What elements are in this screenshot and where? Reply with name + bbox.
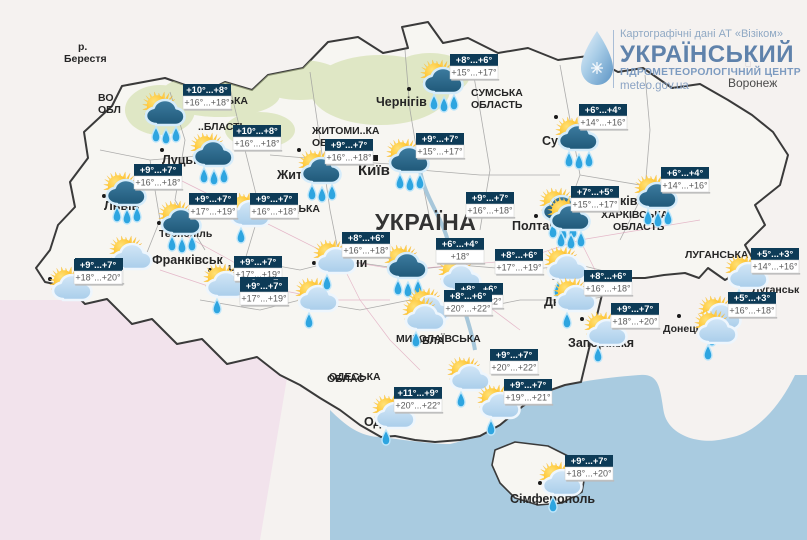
svg-text:+8°...+6°: +8°...+6° bbox=[450, 291, 487, 301]
svg-text:+5°...+3°: +5°...+3° bbox=[734, 293, 771, 303]
svg-text:+6°...+4°: +6°...+4° bbox=[667, 168, 704, 178]
svg-text:+18°...+20°: +18°...+20° bbox=[75, 273, 121, 283]
svg-text:+9°...+7°: +9°...+7° bbox=[331, 140, 368, 150]
svg-text:р.: р. bbox=[78, 41, 87, 53]
svg-text:+9°...+7°: +9°...+7° bbox=[140, 165, 177, 175]
svg-text:+15°...+17°: +15°...+17° bbox=[572, 200, 618, 210]
svg-text:УКРАЇНА: УКРАЇНА bbox=[375, 209, 476, 235]
svg-text:+16°...+18°: +16°...+18° bbox=[135, 178, 181, 188]
svg-text:+9°...+7°: +9°...+7° bbox=[510, 380, 547, 390]
svg-text:+9°...+7°: +9°...+7° bbox=[256, 194, 293, 204]
svg-text:+9°...+7°: +9°...+7° bbox=[472, 193, 509, 203]
svg-text:+16°...+18°: +16°...+18° bbox=[585, 284, 631, 294]
svg-text:+9°...+7°: +9°...+7° bbox=[80, 260, 117, 270]
svg-text:+16°...+18°: +16°...+18° bbox=[467, 206, 513, 216]
svg-text:+11°...+9°: +11°...+9° bbox=[397, 388, 438, 398]
svg-text:+16°...+18°: +16°...+18° bbox=[184, 98, 230, 108]
svg-text:+8°...+6°: +8°...+6° bbox=[501, 250, 538, 260]
svg-text:+5°...+3°: +5°...+3° bbox=[757, 249, 794, 259]
svg-text:+6°...+4°: +6°...+4° bbox=[442, 239, 479, 249]
svg-text:+16°...+18°: +16°...+18° bbox=[234, 139, 280, 149]
svg-text:+9°...+7°: +9°...+7° bbox=[195, 194, 232, 204]
svg-text:+16°...+18°: +16°...+18° bbox=[729, 306, 775, 316]
svg-text:+9°...+7°: +9°...+7° bbox=[422, 134, 459, 144]
svg-text:ВО: ВО bbox=[98, 92, 114, 104]
svg-text:ОБЛАС: ОБЛАС bbox=[327, 373, 365, 385]
svg-text:Берестя: Берестя bbox=[64, 53, 107, 65]
svg-text:+14°...+16°: +14°...+16° bbox=[662, 181, 708, 191]
svg-text:+9°...+7°: +9°...+7° bbox=[246, 281, 283, 291]
svg-text:+9°...+7°: +9°...+7° bbox=[240, 257, 277, 267]
svg-text:+16°...+18°: +16°...+18° bbox=[251, 207, 297, 217]
svg-text:ЖИТОМИ..КА: ЖИТОМИ..КА bbox=[311, 125, 380, 137]
svg-text:+14°...+16°: +14°...+16° bbox=[580, 118, 626, 128]
svg-text:+10°...+8°: +10°...+8° bbox=[186, 85, 228, 95]
svg-text:+10°...+8°: +10°...+8° bbox=[236, 126, 278, 136]
svg-text:+8°...+6°: +8°...+6° bbox=[456, 55, 493, 65]
svg-text:+20°...+22°: +20°...+22° bbox=[395, 401, 441, 411]
svg-text:+6°...+4°: +6°...+4° bbox=[585, 105, 622, 115]
svg-text:+18°...+20°: +18°...+20° bbox=[612, 317, 658, 327]
svg-text:+19°...+21°: +19°...+21° bbox=[505, 393, 551, 403]
svg-text:+16°...+18°: +16°...+18° bbox=[343, 246, 389, 256]
svg-text:+9°...+7°: +9°...+7° bbox=[496, 350, 533, 360]
svg-text:+15°...+17°: +15°...+17° bbox=[451, 68, 497, 78]
svg-text:+18°...+20°: +18°...+20° bbox=[566, 469, 612, 479]
svg-text:+17°...+19°: +17°...+19° bbox=[190, 207, 236, 217]
svg-text:+20°...+22°: +20°...+22° bbox=[445, 304, 491, 314]
svg-text:+16°...+18°: +16°...+18° bbox=[326, 153, 372, 163]
svg-text:СУМСЬКА: СУМСЬКА bbox=[471, 87, 523, 99]
svg-text:ОБЛАСТЬ: ОБЛАСТЬ bbox=[471, 99, 523, 111]
svg-text:Франківськ: Франківськ bbox=[152, 253, 224, 267]
svg-text:+14°...+16°: +14°...+16° bbox=[752, 262, 798, 272]
svg-text:+20°...+22°: +20°...+22° bbox=[491, 363, 537, 373]
svg-text:+18°: +18° bbox=[451, 252, 470, 262]
svg-text:Чернігів: Чернігів bbox=[376, 95, 427, 109]
svg-text:+15°...+17°: +15°...+17° bbox=[417, 147, 463, 157]
svg-text:+17°...+19°: +17°...+19° bbox=[241, 294, 287, 304]
svg-text:+17°...+19°: +17°...+19° bbox=[496, 263, 542, 273]
svg-text:+9°...+7°: +9°...+7° bbox=[617, 304, 654, 314]
svg-text:ОБЛ: ОБЛ bbox=[98, 104, 121, 116]
svg-text:ків: ків bbox=[620, 194, 638, 208]
svg-text:+8°...+6°: +8°...+6° bbox=[348, 233, 385, 243]
svg-text:+8°...+6°: +8°...+6° bbox=[590, 271, 627, 281]
svg-text:+9°...+7°: +9°...+7° bbox=[571, 456, 608, 466]
svg-text:+7°...+5°: +7°...+5° bbox=[577, 187, 614, 197]
